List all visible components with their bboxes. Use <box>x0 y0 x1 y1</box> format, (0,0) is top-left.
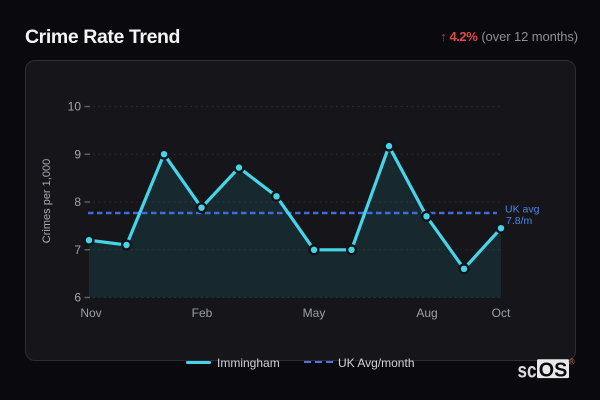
svg-text:OS: OS <box>539 359 568 382</box>
svg-text:8: 8 <box>74 195 81 209</box>
svg-text:Aug: Aug <box>416 306 437 320</box>
svg-text:May: May <box>303 306 326 320</box>
svg-text:sc: sc <box>518 358 537 382</box>
svg-text:Nov: Nov <box>80 306 101 320</box>
svg-text:Feb: Feb <box>192 306 213 320</box>
svg-text:10: 10 <box>68 100 82 114</box>
svg-text:7: 7 <box>74 243 81 257</box>
svg-text:6: 6 <box>74 291 81 305</box>
svg-text:Oct: Oct <box>492 306 511 320</box>
svg-text:®: ® <box>569 356 576 366</box>
svg-text:UK avg: UK avg <box>505 204 540 216</box>
svg-text:7.8/m: 7.8/m <box>506 215 533 227</box>
svg-text:9: 9 <box>74 147 81 161</box>
svg-text:Crimes per 1,000: Crimes per 1,000 <box>41 159 53 243</box>
